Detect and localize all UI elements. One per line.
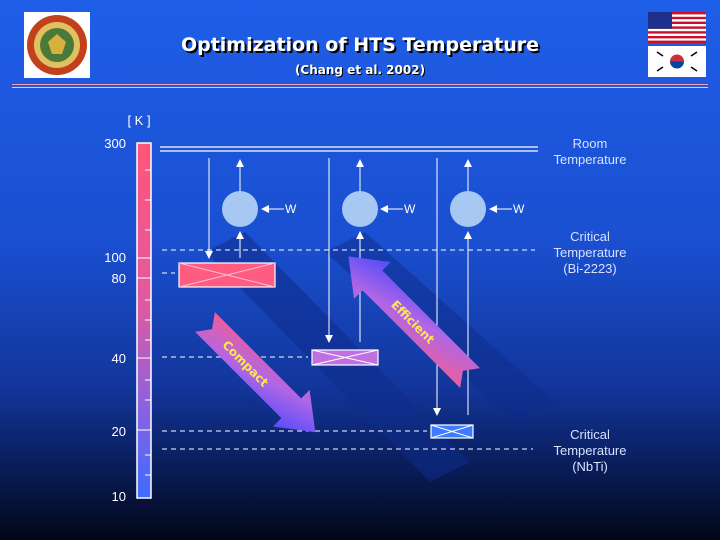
work-label: W — [404, 202, 416, 216]
tick-label: 20 — [111, 424, 126, 439]
magnet-box-20k — [430, 424, 474, 439]
axis-unit-label: [ K ] — [127, 113, 151, 128]
refrigerator-circle — [450, 191, 486, 227]
refrigerator-circle — [222, 191, 258, 227]
magnet-box-80k — [178, 262, 276, 288]
tick-label: 100 — [104, 250, 126, 265]
tick-label: 300 — [104, 136, 126, 151]
nbti-critical-label: Critical Temperature (NbTi) — [553, 427, 627, 474]
korea-flag-icon — [648, 46, 706, 77]
header-divider-bottom — [12, 87, 708, 88]
page-subtitle: (Chang et al. 2002) — [294, 63, 426, 77]
page-title: Optimization of HTS Temperature — [180, 34, 540, 56]
refrigerator-circle — [342, 191, 378, 227]
nhmfl-logo — [24, 12, 90, 78]
tick-label: 40 — [111, 351, 126, 366]
work-label: W — [513, 202, 525, 216]
us-flag-icon — [648, 12, 706, 43]
header-divider-top — [12, 84, 708, 85]
magnet-box-40k — [311, 349, 379, 366]
room-temperature-label: Room Temperature — [553, 136, 627, 167]
work-label: W — [285, 202, 297, 216]
bi2223-critical-label: Critical Temperature (Bi-2223) — [553, 229, 627, 276]
tick-label: 10 — [111, 489, 126, 504]
tick-label: 80 — [111, 271, 126, 286]
